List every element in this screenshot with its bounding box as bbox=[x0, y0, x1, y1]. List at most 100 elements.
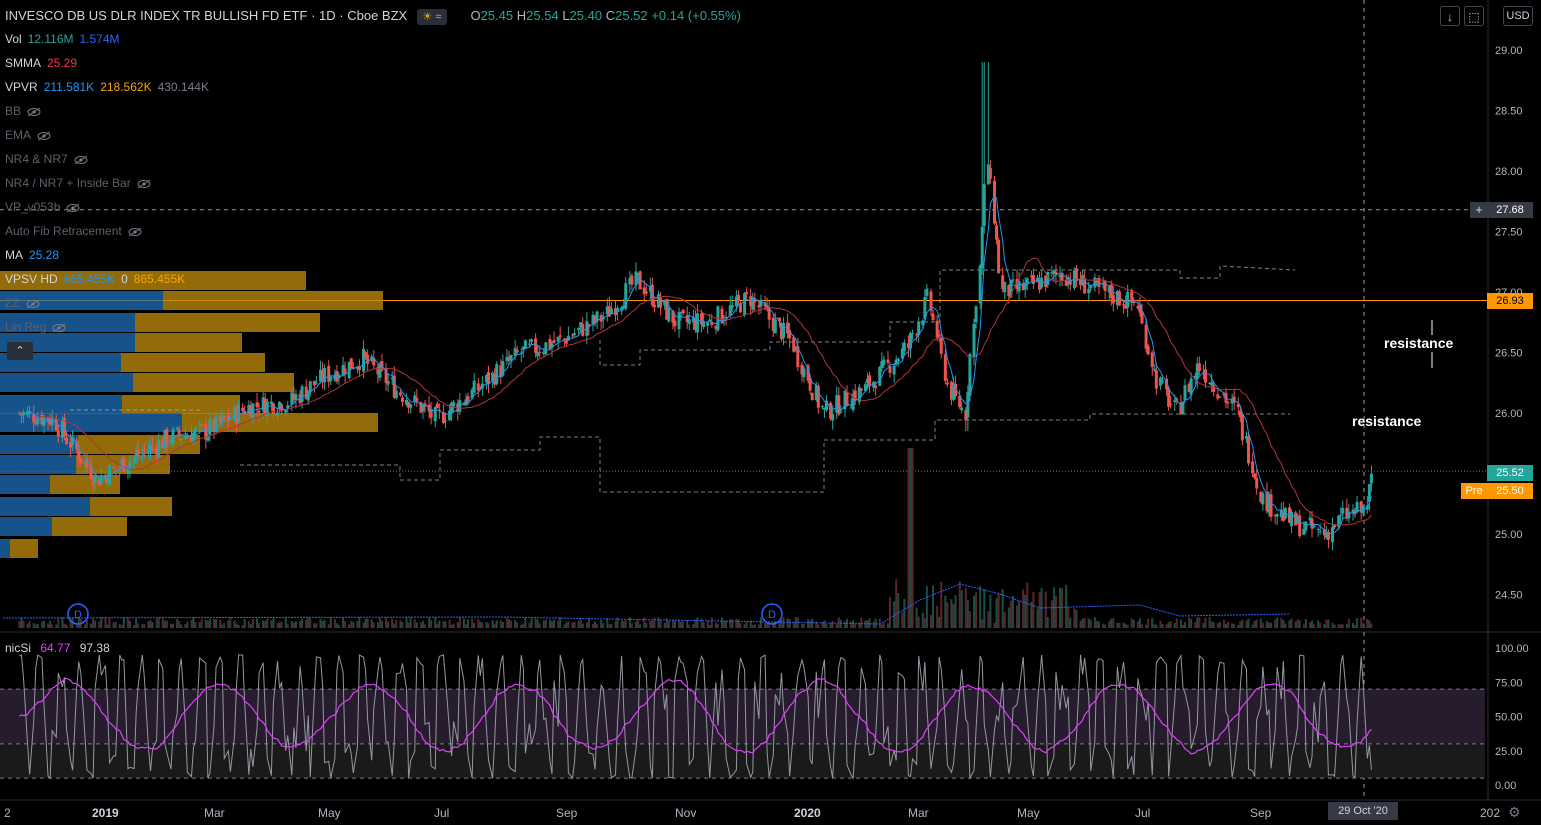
candle-body bbox=[624, 283, 628, 309]
symbol-header: INVESCO DB US DLR INDEX TR BULLISH FD ET… bbox=[5, 8, 741, 25]
candle-body bbox=[198, 424, 202, 426]
candle-body bbox=[710, 322, 714, 326]
candle-body bbox=[1347, 511, 1351, 519]
candle-body bbox=[777, 317, 781, 322]
volume-bar bbox=[1294, 621, 1297, 628]
volume-bar bbox=[850, 621, 853, 628]
volume-bar bbox=[1007, 607, 1010, 628]
collapse-legend-button[interactable]: ⌃ bbox=[7, 342, 33, 360]
fullscreen-icon[interactable]: ⬚ bbox=[1464, 6, 1484, 26]
volume-bar bbox=[809, 620, 812, 628]
candle-body bbox=[751, 297, 755, 310]
volume-bar bbox=[643, 617, 646, 628]
volume-bar bbox=[169, 624, 172, 628]
legend-nr4-nr7[interactable]: NR4 & NR7 bbox=[5, 151, 88, 167]
candle-body bbox=[964, 410, 968, 421]
volume-bar bbox=[1202, 623, 1205, 628]
legend-vpvr[interactable]: VPVR 211.581K 218.562K 430.144K bbox=[5, 80, 209, 94]
candle-body bbox=[343, 368, 347, 375]
candle-body bbox=[802, 368, 806, 378]
ohlc-values: O25.45 H25.54 L25.40 C25.52 +0.14 (+0.55… bbox=[470, 8, 741, 23]
candle-body bbox=[773, 319, 777, 334]
volume-bar bbox=[1298, 620, 1301, 628]
legend-vp-v053b[interactable]: VP_v053b bbox=[5, 199, 80, 215]
vp-sell-bar bbox=[135, 313, 320, 332]
candle-body bbox=[1230, 398, 1234, 404]
resistance-annotation-1[interactable]: resistance bbox=[1384, 335, 1454, 351]
download-icon[interactable]: ↓ bbox=[1440, 6, 1460, 26]
volume-bar bbox=[57, 617, 60, 628]
resistance-annotation-2[interactable]: resistance bbox=[1352, 413, 1422, 429]
candle-body bbox=[997, 239, 1001, 274]
candle-body bbox=[247, 405, 251, 414]
volume-bar bbox=[321, 620, 324, 628]
candle-body bbox=[1312, 525, 1316, 527]
legend-ema[interactable]: EMA bbox=[5, 127, 51, 143]
volume-bar bbox=[20, 617, 23, 628]
candle-body bbox=[114, 467, 118, 469]
vp-sell-bar bbox=[52, 517, 127, 536]
dividend-marker bbox=[67, 603, 89, 625]
volume-bar bbox=[1268, 622, 1270, 628]
add-alert-icon[interactable]: + bbox=[1470, 202, 1488, 218]
legend-lin-reg[interactable]: Lin Reg bbox=[5, 319, 66, 335]
vp-buy-bar bbox=[0, 455, 76, 474]
candle-body bbox=[257, 410, 261, 413]
volume-bar bbox=[333, 619, 336, 628]
candle-body bbox=[276, 412, 280, 416]
volume-bar bbox=[1302, 624, 1305, 628]
candle-body bbox=[816, 385, 820, 408]
interval[interactable]: 1D bbox=[319, 8, 336, 23]
volume-bar bbox=[391, 618, 394, 628]
legend-nr4-nr7-inside-bar[interactable]: NR4 / NR7 + Inside Bar bbox=[5, 175, 151, 191]
currency-button[interactable]: USD bbox=[1503, 6, 1533, 26]
legend-vpsv-hd[interactable]: VPSV HD 865.455K 0 865.455K bbox=[5, 272, 186, 286]
candle-body bbox=[136, 449, 140, 456]
volume-bar bbox=[83, 624, 86, 628]
time-tick-label: May bbox=[318, 806, 341, 820]
market-status-icon[interactable]: ☀ ≈ bbox=[416, 8, 447, 25]
volume-bar bbox=[565, 622, 568, 628]
candle-body bbox=[1193, 375, 1197, 380]
volume-bar bbox=[737, 619, 740, 628]
candle-body bbox=[194, 427, 198, 433]
candle-body bbox=[679, 311, 683, 313]
volume-bar bbox=[637, 619, 640, 628]
symbol-name[interactable]: INVESCO DB US DLR INDEX TR BULLISH FD ET… bbox=[5, 8, 308, 23]
volume-bar bbox=[133, 624, 136, 628]
candle-body bbox=[151, 445, 155, 447]
candle-body bbox=[900, 348, 904, 359]
candle-body bbox=[536, 352, 540, 357]
candle-body bbox=[530, 339, 534, 342]
legend-auto-fib-retracement[interactable]: Auto Fib Retracement bbox=[5, 223, 142, 239]
candle-body bbox=[1210, 381, 1214, 386]
volume-bar bbox=[1153, 624, 1156, 628]
legend-vol[interactable]: Vol 12.116M 1.574M bbox=[5, 32, 120, 46]
settings-gear-icon[interactable]: ⚙ bbox=[1508, 804, 1521, 820]
volume-bar bbox=[657, 617, 660, 628]
volume-bar bbox=[725, 620, 728, 628]
legend-bb[interactable]: BB bbox=[5, 103, 41, 119]
candle-body bbox=[978, 265, 982, 304]
volume-bar bbox=[221, 624, 224, 628]
volume-bar bbox=[448, 619, 451, 628]
legend-zz[interactable]: ZZ bbox=[5, 295, 40, 311]
legend-smma[interactable]: SMMA 25.29 bbox=[5, 56, 78, 70]
candle-body bbox=[759, 299, 763, 307]
legend-ma[interactable]: MA 25.28 bbox=[5, 248, 60, 262]
volume-bar bbox=[22, 620, 25, 628]
volume-bar bbox=[98, 621, 101, 628]
volume-bar bbox=[989, 594, 992, 628]
candle-body bbox=[923, 296, 927, 319]
time-tick-label: Mar bbox=[204, 806, 225, 820]
volume-bar bbox=[1093, 617, 1096, 628]
volume-bar bbox=[208, 618, 211, 628]
volume-bar bbox=[1251, 624, 1254, 628]
crosshair-date-tag: 29 Oct '20 bbox=[1328, 802, 1398, 820]
hidden-eye-icon bbox=[26, 299, 40, 309]
candle-body bbox=[347, 361, 351, 379]
candle-body bbox=[271, 403, 275, 414]
candle-body bbox=[1079, 279, 1083, 286]
volume-bar bbox=[1274, 619, 1277, 628]
